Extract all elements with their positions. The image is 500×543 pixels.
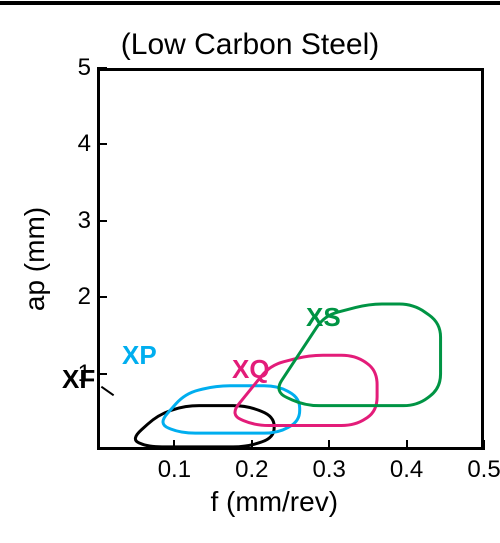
y-tick — [97, 220, 107, 222]
y-tick — [97, 143, 107, 145]
x-tick — [328, 440, 330, 450]
region-label-xp: XP — [122, 340, 157, 371]
region-label-xf: XF — [62, 364, 95, 395]
chart-container: { "title": "(Low Carbon Steel)", "top_ba… — [0, 0, 500, 543]
x-tick-label: 0.2 — [235, 456, 268, 484]
region-label-xq: XQ — [232, 354, 270, 385]
y-tick — [97, 373, 107, 375]
x-tick — [251, 440, 253, 450]
y-tick — [97, 296, 107, 298]
x-tick — [483, 440, 485, 450]
y-tick-label: 3 — [71, 207, 91, 235]
region-xf — [135, 406, 274, 447]
region-label-xs: XS — [306, 302, 341, 333]
x-tick-label: 0.3 — [313, 456, 346, 484]
y-tick — [97, 67, 107, 69]
x-tick — [173, 440, 175, 450]
y-tick-label: 2 — [71, 283, 91, 311]
y-tick-label: 4 — [71, 130, 91, 158]
x-axis-label: f (mm/rev) — [211, 486, 339, 518]
x-tick — [406, 440, 408, 450]
y-axis-label: ap (mm) — [19, 207, 51, 311]
x-tick-label: 0.1 — [158, 456, 191, 484]
x-tick-label: 0.4 — [390, 456, 423, 484]
x-tick-label: 0.5 — [467, 456, 500, 484]
y-tick-label: 5 — [71, 54, 91, 82]
region-xs — [279, 304, 441, 406]
plot-area — [97, 68, 484, 450]
region-layer — [100, 71, 487, 453]
header-divider — [0, 1, 500, 5]
